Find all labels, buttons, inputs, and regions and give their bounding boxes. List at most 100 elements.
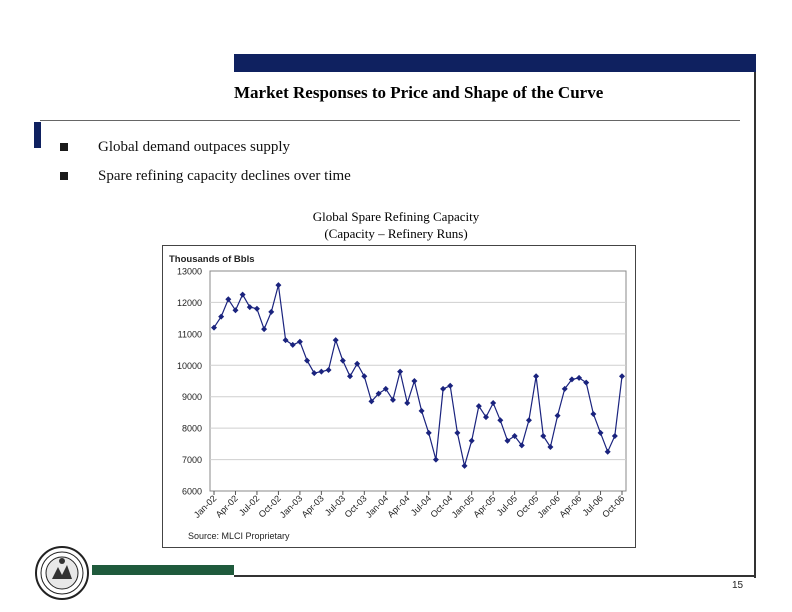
x-tick-label: Jan-06 [535, 493, 562, 520]
y-tick-label: 7000 [182, 455, 202, 465]
data-point [218, 313, 225, 320]
data-point [440, 385, 447, 392]
seal-logo-icon [35, 546, 89, 600]
x-tick-label: Jan-04 [364, 493, 391, 520]
data-point [597, 429, 604, 436]
data-point [418, 407, 425, 414]
data-point [468, 437, 475, 444]
footer-rule [234, 575, 756, 577]
header-bar [234, 54, 756, 72]
y-tick-label: 6000 [182, 487, 202, 497]
data-point [540, 433, 547, 439]
y-tick-label: 12000 [177, 298, 202, 308]
data-point [325, 367, 332, 373]
data-point [576, 374, 583, 381]
x-tick-label: Oct-05 [514, 493, 540, 519]
spare-capacity-chart: 6000 7000 8000 9000 10000 11000 12000 13000 Thou… [169, 254, 627, 541]
data-point [225, 296, 232, 303]
data-point [454, 429, 461, 436]
footer-accent [92, 565, 234, 575]
data-point [611, 433, 618, 439]
chart-caption: Global Spare Refining Capacity (Capacity… [236, 208, 556, 242]
data-point [304, 357, 311, 364]
data-point [497, 417, 504, 424]
data-point [525, 417, 532, 424]
data-point [490, 400, 497, 406]
data-point [547, 444, 554, 450]
bullet-text: Global demand outpaces supply [98, 139, 291, 155]
chart-source: Source: MLCI Proprietary [188, 531, 290, 541]
data-point [475, 403, 482, 410]
x-tick-label: Jan-05 [450, 493, 477, 520]
x-tick-label: Jan-03 [278, 493, 305, 520]
y-tick-label: 10000 [177, 361, 202, 371]
data-point [619, 373, 625, 380]
x-tick-label: Apr-04 [386, 493, 412, 519]
data-point [368, 398, 375, 405]
data-point [518, 442, 525, 449]
data-point [561, 385, 568, 392]
data-point [347, 373, 353, 380]
bullet-text: Spare refining capacity declines over ti… [98, 168, 351, 184]
data-point [318, 368, 325, 375]
data-point [268, 308, 275, 315]
data-point [253, 305, 260, 312]
data-point [511, 433, 518, 439]
bullet-square-icon [60, 172, 68, 180]
y-axis-label: Thousands of Bbls [169, 254, 255, 265]
x-tick-label: Oct-03 [343, 493, 369, 519]
data-point [282, 337, 289, 344]
x-tick-label: Apr-05 [471, 493, 497, 519]
data-point [339, 357, 346, 364]
data-point [354, 360, 361, 367]
data-point [246, 304, 253, 311]
data-point [461, 462, 468, 469]
data-point [232, 307, 239, 314]
data-point [432, 456, 439, 463]
data-point [261, 326, 268, 333]
y-tick-label: 13000 [177, 267, 202, 277]
chart-caption-line2: (Capacity – Refinery Runs) [324, 226, 468, 241]
y-tick-label: 9000 [182, 392, 202, 402]
data-point [425, 429, 432, 436]
data-point [404, 400, 411, 406]
data-point [411, 378, 418, 384]
plot-area [209, 270, 627, 492]
data-point [239, 291, 246, 298]
data-point [375, 390, 382, 397]
data-point [504, 437, 511, 444]
y-tick-label: 11000 [178, 329, 202, 339]
chart-caption-line1: Global Spare Refining Capacity [312, 209, 480, 224]
x-tick-label: Oct-06 [600, 493, 626, 519]
data-point [382, 385, 389, 392]
data-point [311, 370, 318, 377]
x-tick-label: Oct-04 [428, 493, 454, 519]
data-point [604, 448, 611, 455]
x-tick-label: Oct-02 [257, 493, 283, 519]
data-point [275, 282, 282, 289]
data-point [483, 414, 489, 421]
data-point [389, 396, 396, 403]
data-point [332, 337, 339, 344]
data-point [533, 373, 540, 380]
accent-bar [34, 122, 41, 148]
title-divider [40, 120, 740, 121]
data-point [397, 368, 404, 375]
x-tick-label: Apr-02 [214, 493, 240, 519]
x-tick-label: Apr-06 [557, 493, 583, 519]
data-point [568, 376, 575, 383]
data-point [447, 382, 454, 389]
data-point [296, 338, 303, 345]
bullet-square-icon [60, 143, 68, 151]
series-line [213, 284, 623, 467]
y-tick-label: 8000 [182, 424, 202, 434]
chart-frame: 6000 7000 8000 9000 10000 11000 12000 13000 Thou… [162, 245, 636, 548]
data-point [361, 373, 368, 380]
x-tick-label: Jan-02 [192, 493, 219, 520]
data-point [590, 411, 597, 417]
slide-title: Market Responses to Price and Shape of t… [234, 83, 604, 102]
data-point [211, 324, 217, 331]
data-point [554, 412, 561, 419]
data-point [289, 341, 296, 348]
right-rule [754, 72, 756, 578]
